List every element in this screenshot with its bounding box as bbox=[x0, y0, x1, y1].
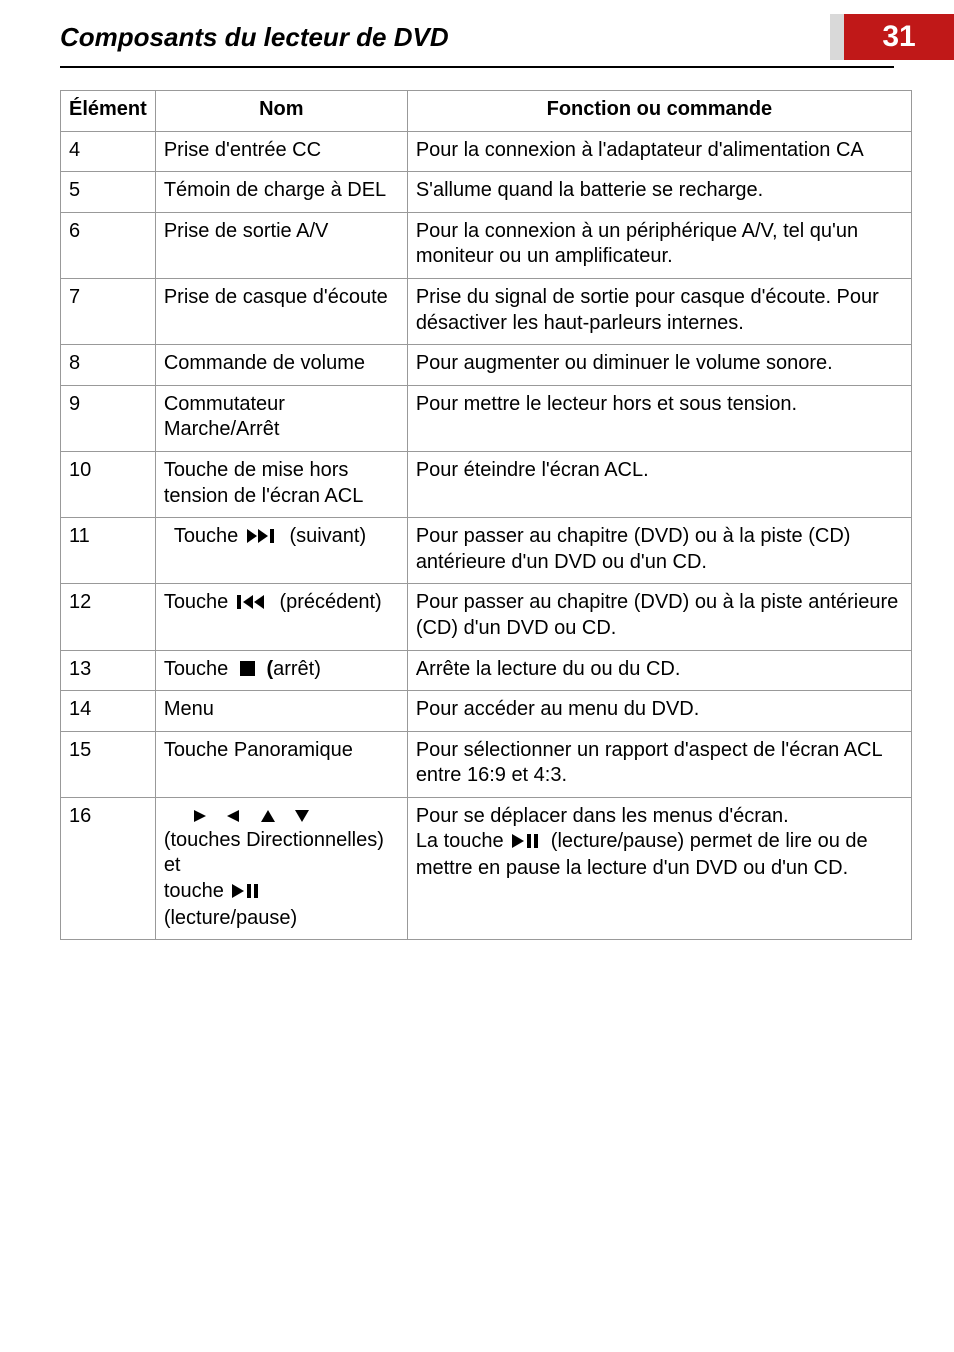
cell-elem: 16 bbox=[61, 797, 156, 939]
cell-elem: 10 bbox=[61, 451, 156, 517]
cell-elem: 8 bbox=[61, 345, 156, 386]
table-body: 4 Prise d'entrée CC Pour la connexion à … bbox=[61, 131, 912, 940]
fon-line2-prefix: La touche bbox=[416, 830, 504, 852]
cell-fon: Pour accéder au menu du DVD. bbox=[407, 691, 911, 732]
arrow-up-icon bbox=[261, 805, 275, 827]
cell-fon: Pour sélectionner un rapport d'aspect de… bbox=[407, 731, 911, 797]
components-table: Élément Nom Fonction ou commande 4 Prise… bbox=[60, 90, 912, 940]
table-row: 15 Touche Panoramique Pour sélectionner … bbox=[61, 731, 912, 797]
cell-fon: Arrête la lecture du ou du CD. bbox=[407, 650, 911, 691]
cell-fon: Pour la connexion à un périphérique A/V,… bbox=[407, 212, 911, 278]
table-row: 7 Prise de casque d'écoute Prise du sign… bbox=[61, 278, 912, 344]
tab-gray bbox=[830, 14, 844, 60]
cell-nom: (touches Directionnelles) et touche (lec… bbox=[155, 797, 407, 939]
cell-elem: 9 bbox=[61, 385, 156, 451]
cell-elem: 14 bbox=[61, 691, 156, 732]
cell-elem: 12 bbox=[61, 584, 156, 650]
cell-elem: 7 bbox=[61, 278, 156, 344]
table-row: 4 Prise d'entrée CC Pour la connexion à … bbox=[61, 131, 912, 172]
table-row: 11 Touche (suivant) Pour passer au chapi… bbox=[61, 518, 912, 584]
header-right: 31 bbox=[830, 14, 954, 60]
cell-fon: Pour se déplacer dans les menus d'écran.… bbox=[407, 797, 911, 939]
cell-nom: Touche (arrêt) bbox=[155, 650, 407, 691]
cell-nom: Commutateur Marche/Arrêt bbox=[155, 385, 407, 451]
page-number: 31 bbox=[882, 20, 915, 54]
fon-line2: La touche (lecture/pause) permet de lire… bbox=[416, 829, 903, 881]
table-row: 16 (touches Directionnelles) et touche bbox=[61, 797, 912, 939]
table-row: 14 Menu Pour accéder au menu du DVD. bbox=[61, 691, 912, 732]
cell-fon: Pour éteindre l'écran ACL. bbox=[407, 451, 911, 517]
cell-nom: Touche de mise hors tension de l'écran A… bbox=[155, 451, 407, 517]
cell-fon: Prise du signal de sortie pour casque d'… bbox=[407, 278, 911, 344]
header-underline bbox=[60, 66, 894, 68]
cell-fon: Pour passer au chapitre (DVD) ou à la pi… bbox=[407, 584, 911, 650]
header-row: Composants du lecteur de DVD 31 bbox=[0, 0, 954, 66]
cell-nom: Prise de casque d'écoute bbox=[155, 278, 407, 344]
table-row: 5 Témoin de charge à DEL S'allume quand … bbox=[61, 172, 912, 213]
page-root: Composants du lecteur de DVD 31 Élément … bbox=[0, 0, 954, 1352]
cell-fon: Pour mettre le lecteur hors et sous tens… bbox=[407, 385, 911, 451]
cell-nom: Témoin de charge à DEL bbox=[155, 172, 407, 213]
nom-suffix: (suivant) bbox=[289, 525, 366, 547]
cell-nom: Commande de volume bbox=[155, 345, 407, 386]
prev-track-icon bbox=[237, 591, 271, 617]
cell-nom: Touche (suivant) bbox=[155, 518, 407, 584]
nom-dir-line3-prefix: touche bbox=[164, 880, 224, 902]
cell-fon: Pour passer au chapitre (DVD) ou à la pi… bbox=[407, 518, 911, 584]
cell-elem: 6 bbox=[61, 212, 156, 278]
cell-elem: 4 bbox=[61, 131, 156, 172]
cell-nom: Menu bbox=[155, 691, 407, 732]
nom-prefix: Touche bbox=[174, 525, 239, 547]
table-row: 6 Prise de sortie A/V Pour la connexion … bbox=[61, 212, 912, 278]
table-header-row: Élément Nom Fonction ou commande bbox=[61, 91, 912, 132]
cell-fon: Pour la connexion à l'adaptateur d'alime… bbox=[407, 131, 911, 172]
cell-nom: Touche (précédent) bbox=[155, 584, 407, 650]
arrow-right-icon bbox=[194, 805, 208, 827]
arrow-down-icon bbox=[295, 805, 309, 827]
arrow-left-icon bbox=[227, 805, 241, 827]
direction-icons-row bbox=[164, 804, 399, 828]
col-element: Élément bbox=[61, 91, 156, 132]
nom-suffix: (précédent) bbox=[279, 591, 381, 613]
fon-line1: Pour se déplacer dans les menus d'écran. bbox=[416, 804, 903, 830]
nom-prefix: Touche bbox=[164, 658, 229, 680]
nom-dir-line3: touche (lecture/pause) bbox=[164, 879, 399, 931]
page-number-box: 31 bbox=[844, 14, 954, 60]
page-title: Composants du lecteur de DVD bbox=[60, 22, 830, 53]
stop-icon bbox=[240, 661, 255, 676]
play-pause-icon bbox=[512, 830, 542, 856]
play-pause-icon bbox=[232, 880, 262, 906]
next-track-icon bbox=[247, 525, 281, 551]
nom-prefix: Touche bbox=[164, 591, 229, 613]
col-fonction: Fonction ou commande bbox=[407, 91, 911, 132]
table-row: 10 Touche de mise hors tension de l'écra… bbox=[61, 451, 912, 517]
table-row: 12 Touche (précédent) Pour passer au cha… bbox=[61, 584, 912, 650]
nom-suffix-text: arrêt) bbox=[273, 658, 321, 680]
col-nom: Nom bbox=[155, 91, 407, 132]
cell-nom: Touche Panoramique bbox=[155, 731, 407, 797]
cell-fon: Pour augmenter ou diminuer le volume son… bbox=[407, 345, 911, 386]
cell-nom: Prise d'entrée CC bbox=[155, 131, 407, 172]
cell-elem: 15 bbox=[61, 731, 156, 797]
cell-elem: 11 bbox=[61, 518, 156, 584]
table-row: 13 Touche (arrêt) Arrête la lecture du o… bbox=[61, 650, 912, 691]
cell-elem: 13 bbox=[61, 650, 156, 691]
nom-dir-line3-suffix: (lecture/pause) bbox=[164, 907, 297, 929]
cell-elem: 5 bbox=[61, 172, 156, 213]
cell-nom: Prise de sortie A/V bbox=[155, 212, 407, 278]
nom-dir-line2: (touches Directionnelles) et bbox=[164, 828, 399, 879]
table-row: 9 Commutateur Marche/Arrêt Pour mettre l… bbox=[61, 385, 912, 451]
cell-fon: S'allume quand la batterie se recharge. bbox=[407, 172, 911, 213]
table-row: 8 Commande de volume Pour augmenter ou d… bbox=[61, 345, 912, 386]
